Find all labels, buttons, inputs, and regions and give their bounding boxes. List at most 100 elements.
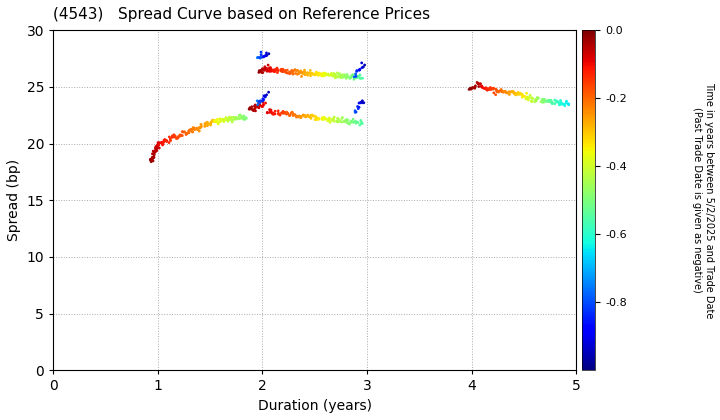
Point [257, 69, 269, 76]
Point [269, 110, 281, 117]
Point [485, 85, 496, 92]
Point [477, 85, 489, 92]
Point [212, 118, 224, 125]
Point [526, 94, 538, 101]
Point [350, 73, 361, 80]
Point [476, 83, 487, 89]
Point [265, 107, 276, 113]
Point [277, 68, 289, 75]
Point [313, 70, 325, 76]
Point [194, 124, 206, 131]
Point [544, 97, 556, 104]
Point [354, 66, 366, 73]
Text: (4543)   Spread Curve based on Reference Prices: (4543) Spread Curve based on Reference P… [53, 7, 431, 22]
Point [271, 69, 283, 76]
Point [150, 149, 161, 155]
Point [158, 139, 169, 146]
Point [354, 67, 365, 74]
Point [181, 130, 192, 137]
Point [279, 110, 291, 117]
Point [271, 65, 283, 71]
Point [302, 69, 313, 76]
Point [306, 70, 318, 77]
Point [530, 96, 541, 103]
Point [259, 65, 271, 71]
Point [492, 88, 503, 94]
Point [199, 121, 211, 127]
Point [351, 74, 363, 81]
Point [330, 74, 341, 81]
Point [215, 116, 226, 122]
Point [334, 71, 346, 77]
Point [268, 68, 279, 75]
Point [296, 69, 307, 76]
Point [294, 113, 305, 119]
Point [464, 85, 476, 92]
Point [476, 83, 487, 90]
Point [551, 98, 562, 105]
Point [161, 137, 172, 144]
Point [546, 99, 558, 105]
Point [350, 120, 361, 126]
Point [486, 85, 498, 92]
Point [202, 119, 213, 126]
Point [264, 109, 276, 116]
Point [555, 101, 567, 108]
Point [261, 66, 272, 72]
Point [268, 111, 279, 118]
Point [311, 116, 323, 123]
Point [287, 110, 298, 116]
Point [147, 150, 158, 157]
Point [332, 70, 343, 76]
Point [553, 100, 564, 106]
Point [349, 109, 361, 116]
Point [537, 96, 549, 102]
Point [202, 121, 214, 127]
Point [515, 90, 526, 97]
Point [355, 99, 366, 106]
Point [277, 66, 289, 73]
Point [176, 128, 188, 135]
Point [194, 124, 205, 131]
Point [171, 135, 182, 142]
Point [325, 70, 337, 77]
Point [494, 87, 505, 94]
Point [523, 94, 534, 101]
Point [244, 104, 256, 111]
Point [287, 70, 298, 76]
Point [207, 117, 219, 123]
Point [273, 110, 284, 117]
Point [223, 114, 235, 121]
Point [345, 74, 356, 81]
Point [556, 101, 567, 108]
Point [328, 114, 340, 121]
Point [249, 102, 261, 108]
Point [272, 108, 284, 114]
Point [467, 84, 479, 91]
Point [300, 113, 312, 120]
Point [303, 113, 315, 120]
Point [540, 98, 552, 105]
Point [331, 118, 343, 124]
Point [289, 67, 301, 74]
Point [256, 69, 267, 76]
Point [173, 134, 184, 140]
Point [348, 119, 359, 126]
Point [339, 118, 351, 124]
Point [538, 96, 549, 103]
Point [307, 71, 318, 77]
Point [164, 136, 176, 142]
Point [317, 116, 328, 123]
Point [513, 89, 524, 96]
Point [239, 116, 251, 123]
Point [308, 71, 320, 78]
Point [287, 111, 299, 118]
Point [341, 116, 352, 123]
Point [284, 69, 295, 76]
Point [325, 72, 336, 79]
Point [518, 93, 530, 100]
Point [536, 96, 548, 103]
Point [356, 120, 368, 127]
Point [343, 117, 354, 123]
Point [305, 67, 316, 74]
